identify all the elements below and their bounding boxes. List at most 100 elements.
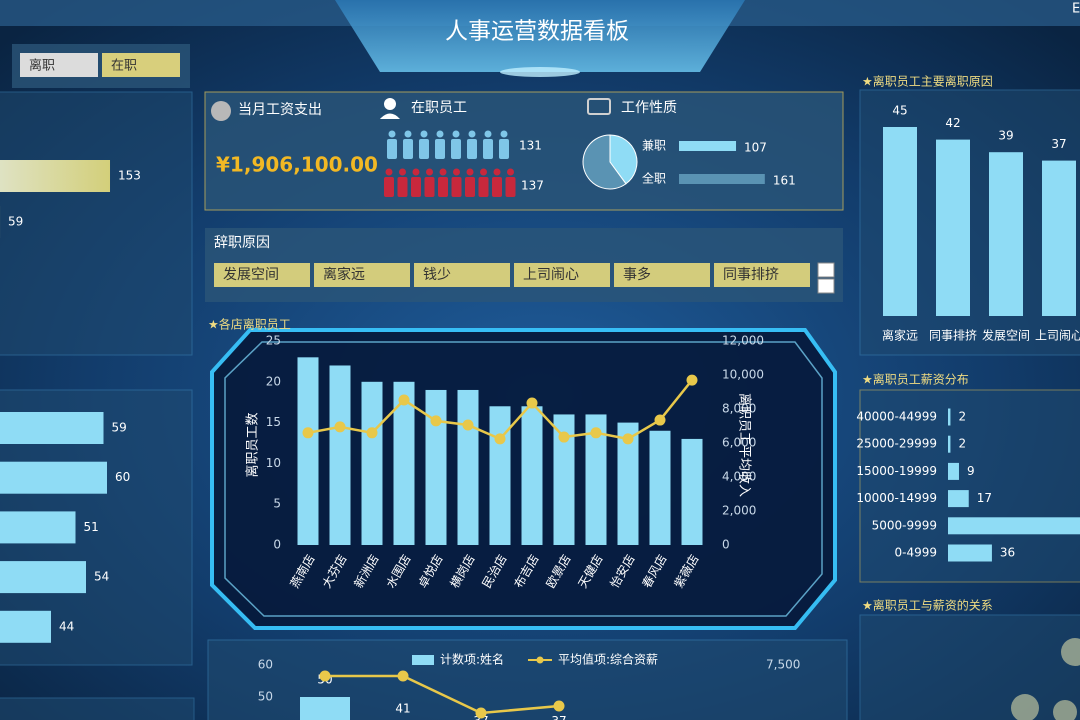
- person-icon: [465, 177, 475, 197]
- button-bg: [20, 53, 98, 77]
- filter-button[interactable]: 离职: [20, 53, 98, 77]
- person-icon: [387, 139, 397, 159]
- bar: [617, 422, 639, 545]
- center-frame-inner: [224, 341, 823, 617]
- y-tick-label: 50: [258, 690, 273, 704]
- chart-title: ★离职员工与薪资的关系: [862, 598, 993, 613]
- bar: [989, 152, 1023, 316]
- person-icon: [419, 139, 429, 159]
- person-icon: [403, 139, 413, 159]
- slicer-item[interactable]: 同事排挤: [714, 263, 810, 287]
- left-panel: [0, 697, 195, 720]
- slicer-item-label: 同事排挤: [723, 267, 779, 283]
- right-panel: [859, 614, 1080, 720]
- y-axis-label: 离职员工数: [245, 412, 261, 477]
- line-point: [526, 397, 538, 409]
- y2-tick-label: 7,500: [766, 658, 800, 672]
- bar: [679, 174, 765, 184]
- data-label: 37: [551, 714, 566, 720]
- bar: [1042, 160, 1076, 316]
- bar: [948, 544, 992, 562]
- bar: [0, 511, 76, 544]
- legend-label: 计数项:姓名: [440, 652, 504, 667]
- line-point: [430, 415, 442, 427]
- data-label: 9: [967, 464, 975, 478]
- y-tick-label: 0-4999: [894, 546, 937, 560]
- person-icon: [453, 168, 460, 176]
- kpi-label: 工作性质: [621, 100, 677, 116]
- person-icon: [424, 177, 435, 197]
- data-label: 2: [958, 410, 966, 424]
- data-label: 161: [773, 174, 796, 188]
- person-icon: [438, 177, 448, 197]
- legend-label: 全职: [642, 171, 666, 186]
- work-icon: [587, 98, 611, 115]
- data-label: 37: [1051, 137, 1066, 151]
- y-tick-label: 25: [266, 334, 281, 348]
- chart-title: ★离职员工薪资分布: [862, 372, 969, 387]
- slicer-item-bg: [614, 263, 710, 287]
- slicer-item[interactable]: 发展空间: [214, 263, 310, 287]
- line-point: [398, 394, 410, 406]
- data-label: 42: [945, 116, 960, 130]
- person-icon: [411, 177, 421, 197]
- button-label: 离职: [29, 58, 55, 74]
- line-point: [686, 374, 698, 386]
- bar: [300, 697, 350, 720]
- data-label: 59: [112, 421, 127, 435]
- y-tick-label: 15000-19999: [856, 464, 937, 478]
- person-icon: [480, 168, 487, 176]
- bubble-deco: [1061, 638, 1080, 666]
- header-glow: [500, 67, 580, 77]
- kpi-label: 当月工资支出: [238, 102, 322, 118]
- slicer-item[interactable]: 事多: [614, 263, 710, 287]
- bar: [936, 139, 970, 316]
- line-point: [366, 427, 378, 439]
- person-icon: [493, 168, 501, 176]
- corner-text: E: [1072, 2, 1080, 17]
- slicer-item[interactable]: 钱少: [414, 263, 510, 287]
- slicer-item-bg: [714, 263, 810, 287]
- line-point: [334, 421, 346, 433]
- line-point: [622, 433, 634, 445]
- kpi-value: ¥1,906,100.00: [216, 153, 378, 177]
- person-icon: [412, 168, 420, 176]
- y-tick-label: 10: [266, 456, 281, 470]
- y-tick-label: 10000-14999: [856, 491, 937, 505]
- y-tick-label: 25000-29999: [856, 437, 937, 451]
- filter-button[interactable]: 在职: [102, 53, 180, 77]
- bar: [883, 127, 917, 316]
- data-label: 153: [118, 169, 141, 183]
- person-icon: [507, 168, 514, 176]
- person-icon: [384, 98, 396, 110]
- person-icon: [505, 177, 516, 197]
- line-point: [590, 427, 602, 439]
- line: [325, 674, 560, 715]
- bar: [649, 430, 671, 545]
- scroll-down[interactable]: [817, 278, 835, 294]
- y2-tick-label: 8,000: [722, 402, 756, 416]
- line-point: [494, 433, 506, 445]
- data-label: 54: [94, 570, 109, 584]
- pie-slice: [582, 134, 627, 190]
- bar: [681, 438, 703, 545]
- bar: [948, 435, 951, 453]
- bar: [948, 408, 951, 426]
- scroll-up[interactable]: [817, 262, 835, 278]
- kpi-panel: [204, 91, 844, 211]
- slicer-item[interactable]: 离家远: [314, 263, 410, 287]
- person-icon: [436, 130, 444, 138]
- bar: [329, 365, 351, 545]
- person-icon: [492, 177, 502, 197]
- data-label: 137: [521, 179, 544, 193]
- chart-title: ★离职员工主要离职原因: [862, 74, 993, 89]
- person-icon: [439, 168, 447, 176]
- bar: [297, 357, 319, 545]
- person-icon: [483, 139, 493, 159]
- line-point: [654, 414, 666, 426]
- slicer-item[interactable]: 上司闹心: [514, 263, 610, 287]
- bubble-deco: [1011, 694, 1039, 720]
- bar: [361, 381, 383, 545]
- y2-tick-label: 12,000: [722, 334, 764, 348]
- legend-swatch: [536, 656, 544, 664]
